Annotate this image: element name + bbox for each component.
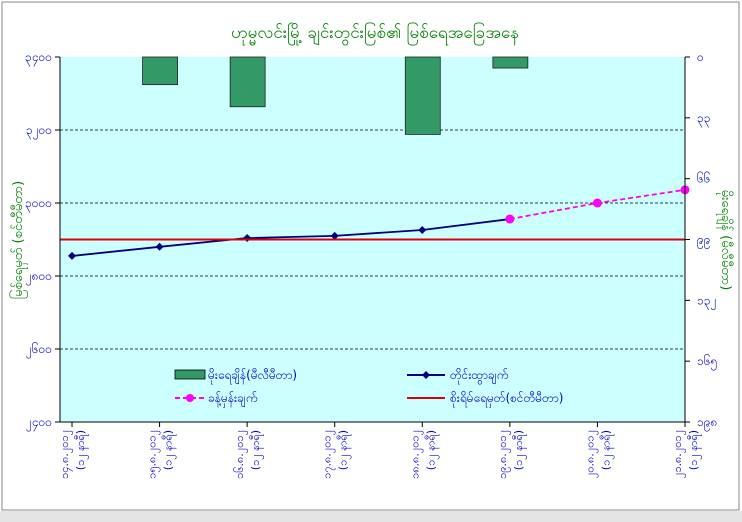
- x-tick-label-date: ၁၆.၈.၂၀၁၂: [233, 430, 248, 479]
- x-tick-label-date: ၂၁.၈.၂၀၁၂: [671, 430, 686, 478]
- horizontal-scrollbar[interactable]: [0, 511, 742, 522]
- x-tick-label-date: ၁၈.၈.၂၀၁၂: [408, 430, 423, 479]
- legend-marker-observed: [422, 371, 430, 379]
- chart-title: ဟုမ္မလင်းမြို့ ချင်းတွင်းမြစ်၏ မြစ်ရေအခြ…: [231, 21, 519, 46]
- x-tick-label-date: ၁၄.၈.၂၀၁၂: [58, 430, 73, 479]
- y-left-tick-label: ၃၂၀၀: [26, 123, 52, 140]
- y-right-tick-label: ၁၃၂: [697, 293, 716, 310]
- observed-point: [418, 226, 427, 235]
- y-left-tick-label: ၂၄၀၀: [26, 415, 52, 432]
- chart-border: [1, 1, 740, 511]
- y-left-tick-label: ၃၀၀၀: [25, 196, 52, 213]
- x-tick-label-time: (၁၂ နာရီ): [337, 430, 352, 470]
- forecast-point: [505, 214, 515, 224]
- x-tick-label-date: ၁၇.၈.၂၀၁၂: [321, 430, 336, 479]
- y-left-tick-label: ၂၆၀၀: [26, 341, 52, 359]
- y-right-axis-label: မိုးရေချိန် (မီလီမီတာ): [716, 190, 734, 291]
- x-tick-label-date: ၁၉.၈.၂၀၁၂: [496, 430, 511, 479]
- y-right-tick-label: ၁၉၈: [697, 415, 717, 432]
- x-tick-label-time: (၁၂ နာရီ): [424, 430, 439, 470]
- rainfall-bar: [229, 56, 266, 108]
- legend-label-forecast: ခန့်မှန်းချက်: [208, 390, 257, 408]
- rainfall-bar: [404, 56, 441, 135]
- x-tick-label-time: (၁၂ နာရီ): [162, 430, 177, 470]
- observed-point: [68, 251, 76, 260]
- legend: မိုးရေချိန်(မီလီမီတာ) တိုင်းထွာချက် ခန့်…: [174, 367, 563, 408]
- legend-label-observed: တိုင်းထွာချက်: [450, 367, 508, 385]
- x-tick-label-time: (၁၂ နာရီ): [687, 430, 702, 470]
- legend-label-danger: စိုးရိမ်ရေမှတ်(စင်တီမီတာ): [450, 390, 563, 408]
- y-right-tick-label: ၉၉: [697, 233, 711, 250]
- y-right-tick-label: ၆၆: [697, 171, 711, 186]
- y-left-tick-label: ၂၈၀၀: [26, 269, 52, 286]
- observed-line: [71, 218, 510, 257]
- x-tick-label-date: ၂၀.၈.၂၀၁၂: [583, 430, 598, 478]
- legend-swatch-bar: [174, 369, 206, 380]
- y-left-tick-label: ၃၄၀၀: [25, 50, 52, 67]
- y-right-tick-label: ၃၃: [697, 111, 711, 128]
- y-right-tick-label: ၁၆၅: [697, 353, 717, 371]
- x-tick-label-date: ၁၅.၈.၂၀၁၂: [146, 430, 161, 479]
- rainfall-bar: [492, 56, 529, 69]
- x-tick-label-time: (၁၂ နာရီ): [512, 430, 527, 470]
- legend-marker-forecast: [186, 394, 194, 402]
- y-right-tick-label: ၀: [697, 50, 704, 64]
- observed-point: [155, 242, 164, 251]
- forecast-point: [592, 198, 602, 208]
- y-left-axis-label: မြစ်ရေမှတ် (စင်တီမီတာ): [9, 181, 28, 299]
- observed-point: [330, 231, 339, 240]
- x-tick-label-time: (၁၂ နာရီ): [249, 430, 264, 470]
- legend-label-rainfall: မိုးရေချိန်(မီလီမီတာ): [208, 367, 297, 385]
- x-tick-label-time: (၁၂ နာရီ): [74, 430, 89, 470]
- x-tick-label-time: (၁၂ နာရီ): [599, 430, 614, 470]
- rainfall-bar: [142, 56, 178, 86]
